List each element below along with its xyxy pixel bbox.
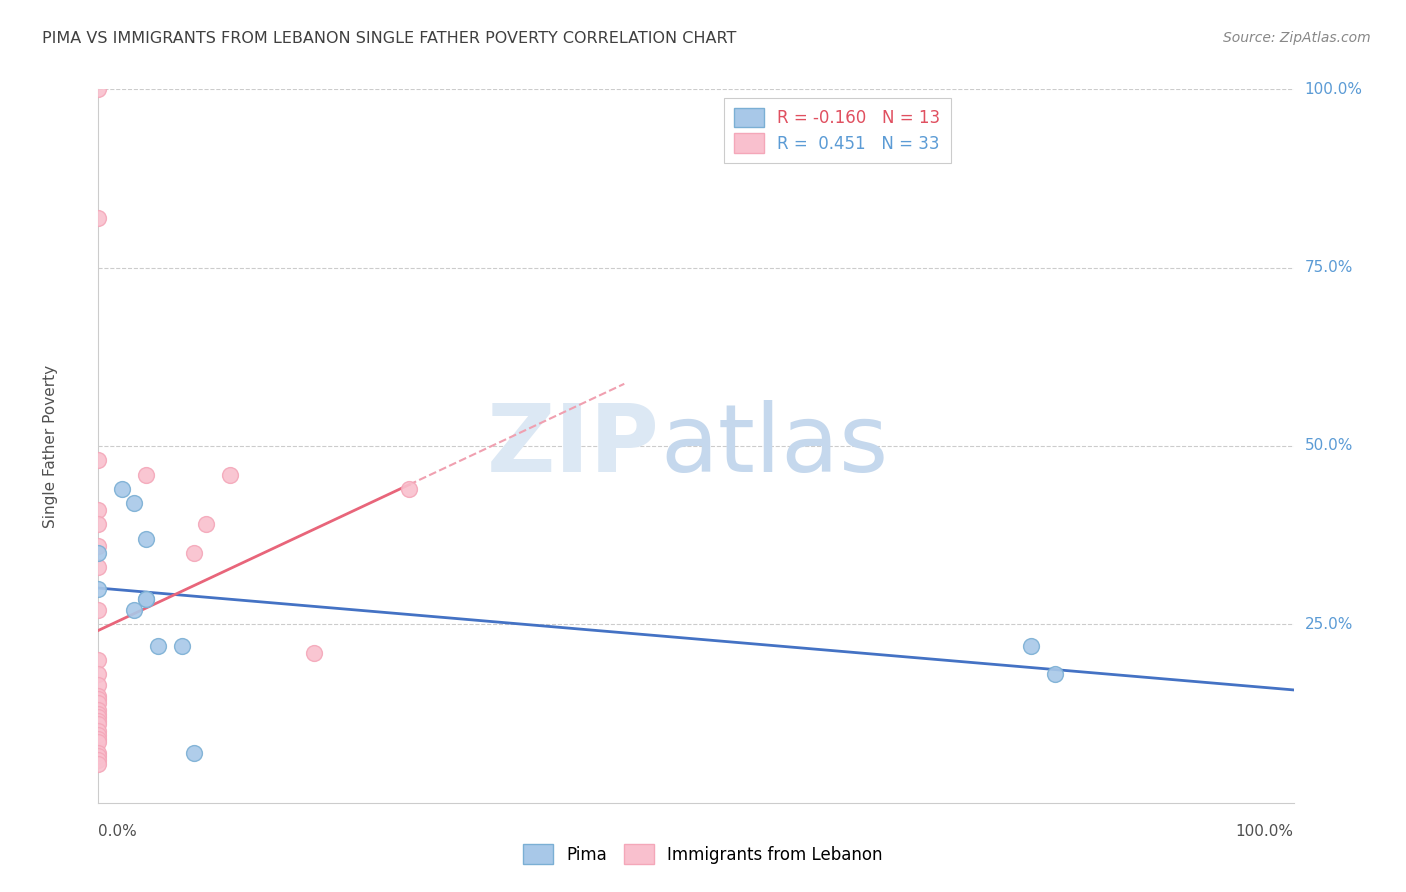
Point xyxy=(87,689,110,703)
Point xyxy=(87,560,110,574)
Point xyxy=(1019,639,1042,653)
Text: 100.0%: 100.0% xyxy=(1236,824,1294,839)
Point xyxy=(87,211,110,225)
Point xyxy=(194,517,217,532)
Text: PIMA VS IMMIGRANTS FROM LEBANON SINGLE FATHER POVERTY CORRELATION CHART: PIMA VS IMMIGRANTS FROM LEBANON SINGLE F… xyxy=(42,31,737,46)
Point xyxy=(87,692,110,706)
Text: Source: ZipAtlas.com: Source: ZipAtlas.com xyxy=(1223,31,1371,45)
Text: 50.0%: 50.0% xyxy=(1305,439,1353,453)
Point xyxy=(87,82,110,96)
Text: ZIP: ZIP xyxy=(488,400,661,492)
Point xyxy=(87,753,110,767)
Point xyxy=(172,639,194,653)
Point xyxy=(124,603,146,617)
Point xyxy=(87,678,110,692)
Point xyxy=(87,731,110,746)
Point xyxy=(87,667,110,681)
Point xyxy=(111,482,134,496)
Point xyxy=(148,639,170,653)
Legend: R = -0.160   N = 13, R =  0.451   N = 33: R = -0.160 N = 13, R = 0.451 N = 33 xyxy=(724,97,950,162)
Point xyxy=(87,453,110,467)
Text: Single Father Poverty: Single Father Poverty xyxy=(44,365,58,527)
Point xyxy=(124,496,146,510)
Point xyxy=(87,603,110,617)
Point xyxy=(87,749,110,764)
Point xyxy=(135,467,157,482)
Point xyxy=(87,582,110,596)
Point xyxy=(135,532,157,546)
Legend: Pima, Immigrants from Lebanon: Pima, Immigrants from Lebanon xyxy=(516,838,890,871)
Point xyxy=(219,467,242,482)
Point xyxy=(87,503,110,517)
Point xyxy=(87,696,110,710)
Point xyxy=(87,703,110,717)
Point xyxy=(87,546,110,560)
Text: 0.0%: 0.0% xyxy=(98,824,138,839)
Text: 100.0%: 100.0% xyxy=(1305,82,1362,96)
Point xyxy=(87,710,110,724)
Point xyxy=(398,482,420,496)
Point xyxy=(87,706,110,721)
Point xyxy=(1043,667,1066,681)
Point xyxy=(183,546,205,560)
Point xyxy=(87,728,110,742)
Point xyxy=(135,592,157,607)
Point xyxy=(183,746,205,760)
Text: atlas: atlas xyxy=(661,400,889,492)
Text: 25.0%: 25.0% xyxy=(1305,617,1353,632)
Point xyxy=(87,735,110,749)
Point xyxy=(87,724,110,739)
Point xyxy=(87,746,110,760)
Point xyxy=(302,646,325,660)
Point xyxy=(87,756,110,771)
Point xyxy=(87,539,110,553)
Text: 75.0%: 75.0% xyxy=(1305,260,1353,275)
Point xyxy=(87,717,110,731)
Point xyxy=(87,653,110,667)
Point xyxy=(135,592,157,607)
Point xyxy=(87,517,110,532)
Point xyxy=(87,714,110,728)
